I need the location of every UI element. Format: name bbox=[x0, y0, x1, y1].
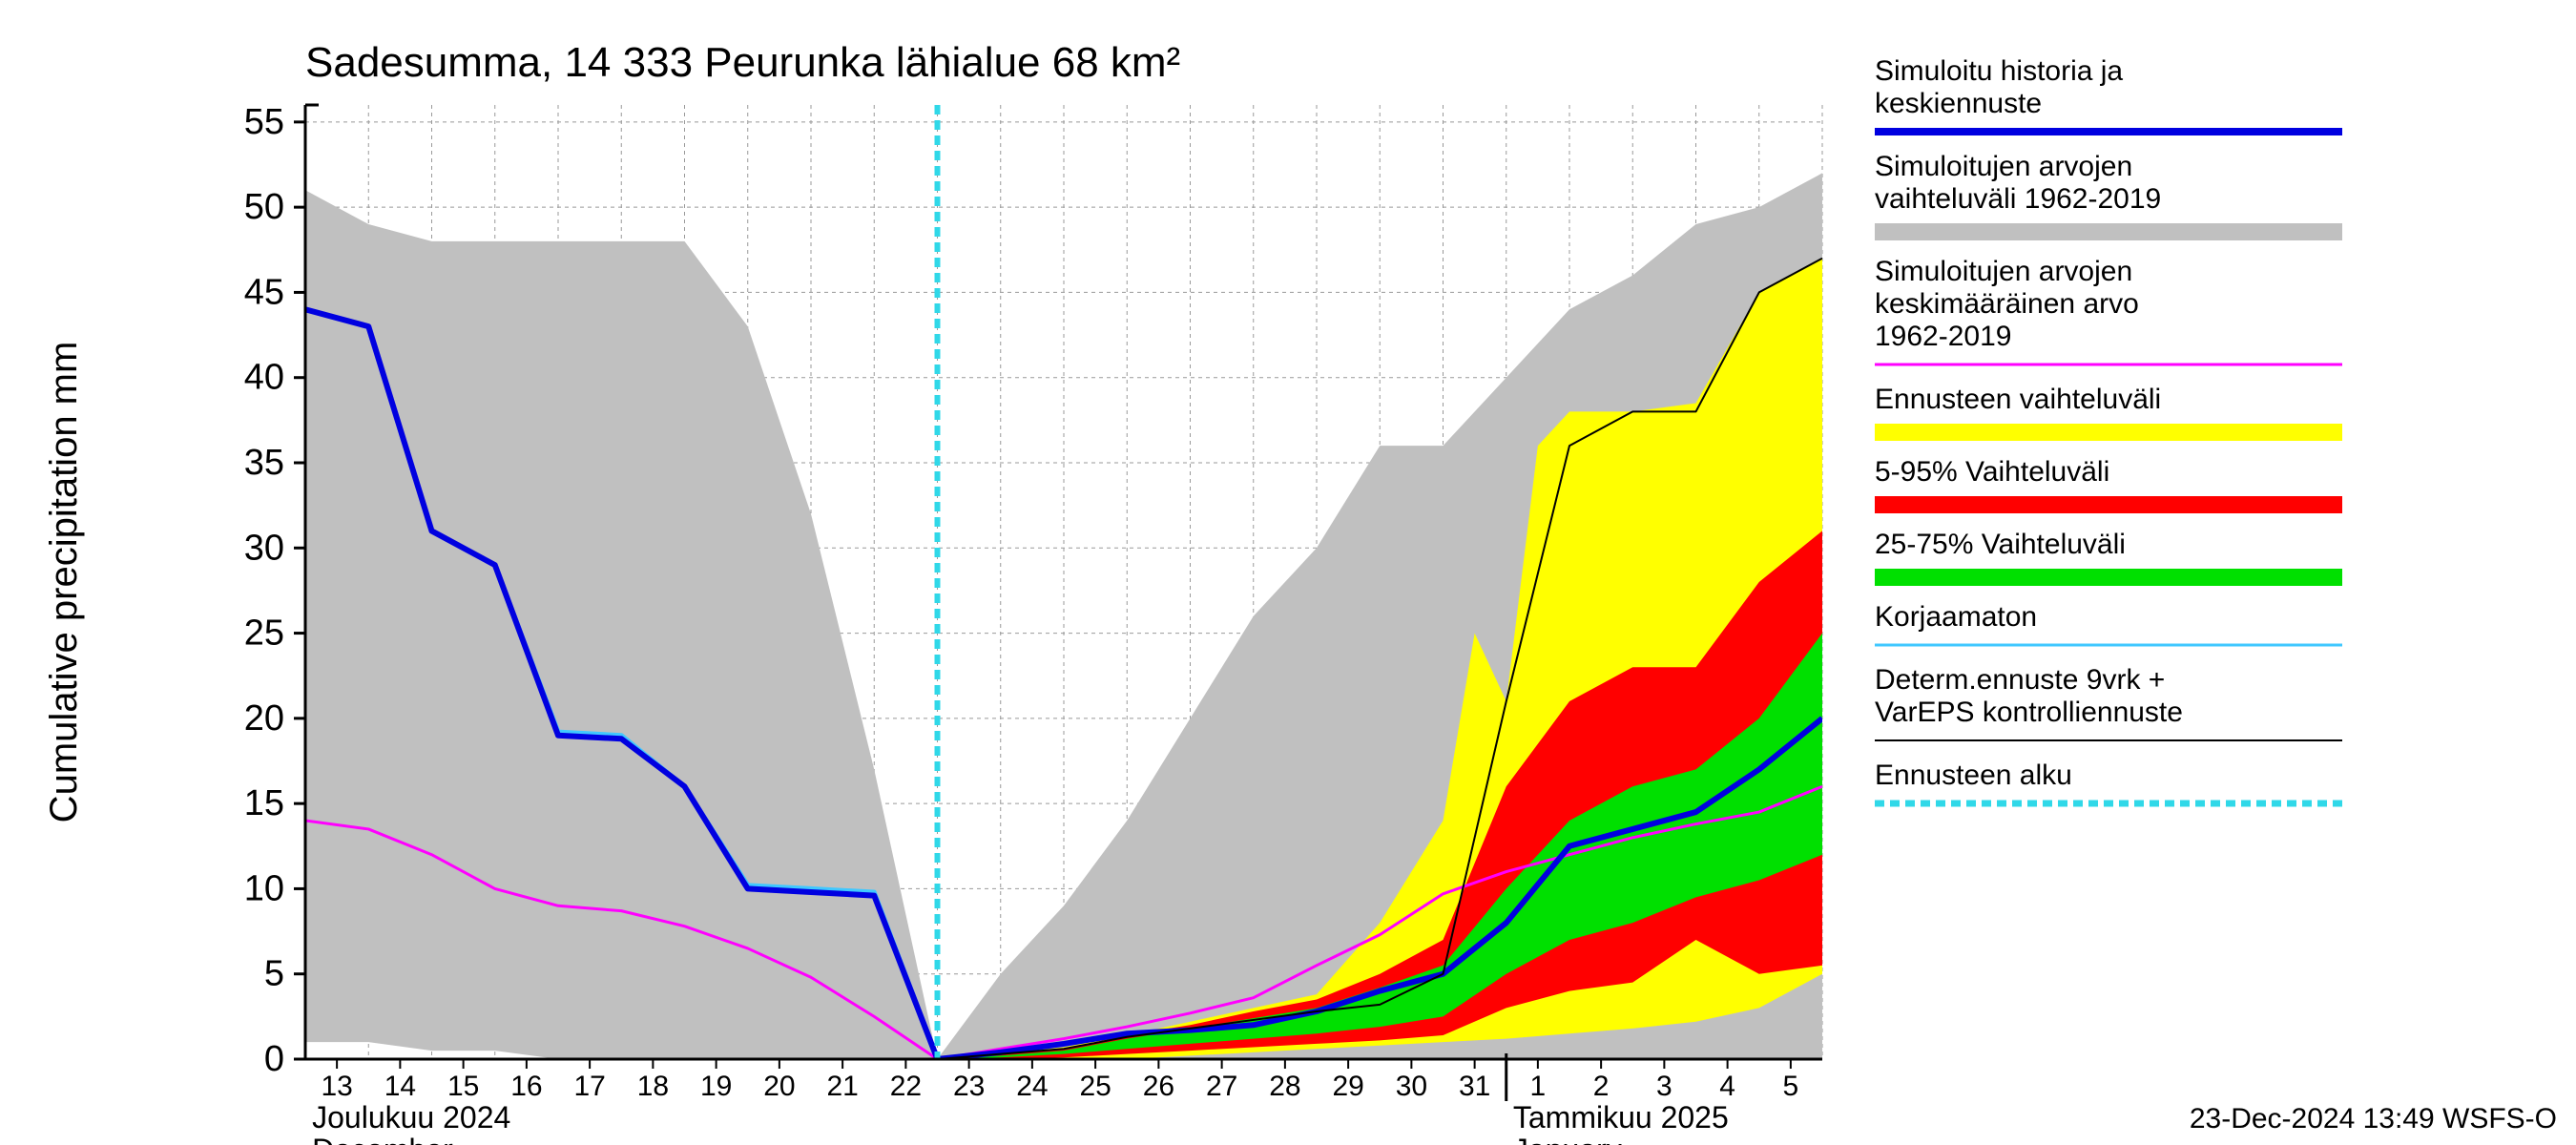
x-tick-label: 30 bbox=[1396, 1071, 1427, 1102]
month-label: Joulukuu 2024 bbox=[312, 1100, 510, 1135]
legend-label: Simuloitujen arvojen bbox=[1875, 256, 2132, 287]
y-tick-label: 5 bbox=[264, 954, 284, 994]
x-tick-label: 29 bbox=[1332, 1071, 1363, 1102]
x-tick-label: 17 bbox=[573, 1071, 605, 1102]
legend-label: 25-75% Vaihteluväli bbox=[1875, 529, 2126, 560]
timestamp: 23-Dec-2024 13:49 WSFS-O bbox=[2190, 1103, 2557, 1135]
y-tick-label: 35 bbox=[244, 443, 284, 483]
y-axis-label: Cumulative precipitation mm bbox=[43, 342, 85, 823]
x-tick-label: 21 bbox=[826, 1071, 858, 1102]
x-tick-label: 16 bbox=[510, 1071, 542, 1102]
y-tick-label: 45 bbox=[244, 272, 284, 312]
x-tick-label: 18 bbox=[637, 1071, 669, 1102]
legend-label: keskiennuste bbox=[1875, 88, 2042, 119]
y-tick-label: 15 bbox=[244, 783, 284, 823]
y-tick-label: 10 bbox=[244, 868, 284, 908]
x-tick-label: 2 bbox=[1593, 1071, 1610, 1102]
x-tick-label: 31 bbox=[1459, 1071, 1490, 1102]
legend-label: VarEPS kontrolliennuste bbox=[1875, 697, 2183, 728]
y-tick-label: 55 bbox=[244, 102, 284, 142]
x-tick-label: 27 bbox=[1206, 1071, 1237, 1102]
x-tick-label: 25 bbox=[1079, 1071, 1111, 1102]
x-tick-label: 28 bbox=[1269, 1071, 1300, 1102]
x-tick-label: 20 bbox=[763, 1071, 795, 1102]
legend-swatch bbox=[1875, 424, 2342, 441]
legend-swatch bbox=[1875, 496, 2342, 513]
chart-title: Sadesumma, 14 333 Peurunka lähialue 68 k… bbox=[305, 39, 1180, 86]
legend-label: Ennusteen alku bbox=[1875, 760, 2072, 791]
x-tick-label: 15 bbox=[447, 1071, 479, 1102]
legend-label: keskimääräinen arvo bbox=[1875, 288, 2139, 320]
x-tick-label: 13 bbox=[321, 1071, 352, 1102]
y-tick-label: 25 bbox=[244, 614, 284, 654]
y-tick-label: 0 bbox=[264, 1039, 284, 1079]
legend-label: Simuloitujen arvojen bbox=[1875, 151, 2132, 182]
legend-label: Ennusteen vaihteluväli bbox=[1875, 384, 2161, 415]
legend-label: Simuloitu historia ja bbox=[1875, 55, 2123, 87]
month-label: December bbox=[312, 1133, 453, 1145]
y-tick-label: 20 bbox=[244, 698, 284, 739]
legend-label: 5-95% Vaihteluväli bbox=[1875, 456, 2109, 488]
y-tick-label: 30 bbox=[244, 528, 284, 568]
precipitation-chart: 0510152025303540455055131415161718192021… bbox=[0, 0, 2576, 1145]
y-tick-label: 40 bbox=[244, 358, 284, 398]
x-tick-label: 22 bbox=[890, 1071, 922, 1102]
legend-label: 1962-2019 bbox=[1875, 321, 2011, 352]
legend-label: Determ.ennuste 9vrk + bbox=[1875, 664, 2165, 696]
y-tick-label: 50 bbox=[244, 187, 284, 227]
x-tick-label: 24 bbox=[1016, 1071, 1048, 1102]
legend-label: vaihteluväli 1962-2019 bbox=[1875, 183, 2161, 215]
legend-swatch bbox=[1875, 569, 2342, 586]
month-label: Tammikuu 2025 bbox=[1513, 1100, 1729, 1135]
x-tick-label: 14 bbox=[384, 1071, 416, 1102]
x-tick-label: 1 bbox=[1530, 1071, 1547, 1102]
x-tick-label: 19 bbox=[700, 1071, 732, 1102]
legend-label: Korjaamaton bbox=[1875, 601, 2037, 633]
x-tick-label: 23 bbox=[953, 1071, 985, 1102]
x-tick-label: 26 bbox=[1143, 1071, 1174, 1102]
x-tick-label: 4 bbox=[1719, 1071, 1735, 1102]
month-label: January bbox=[1513, 1133, 1622, 1145]
x-tick-label: 3 bbox=[1656, 1071, 1672, 1102]
x-tick-label: 5 bbox=[1783, 1071, 1799, 1102]
legend-swatch bbox=[1875, 223, 2342, 240]
